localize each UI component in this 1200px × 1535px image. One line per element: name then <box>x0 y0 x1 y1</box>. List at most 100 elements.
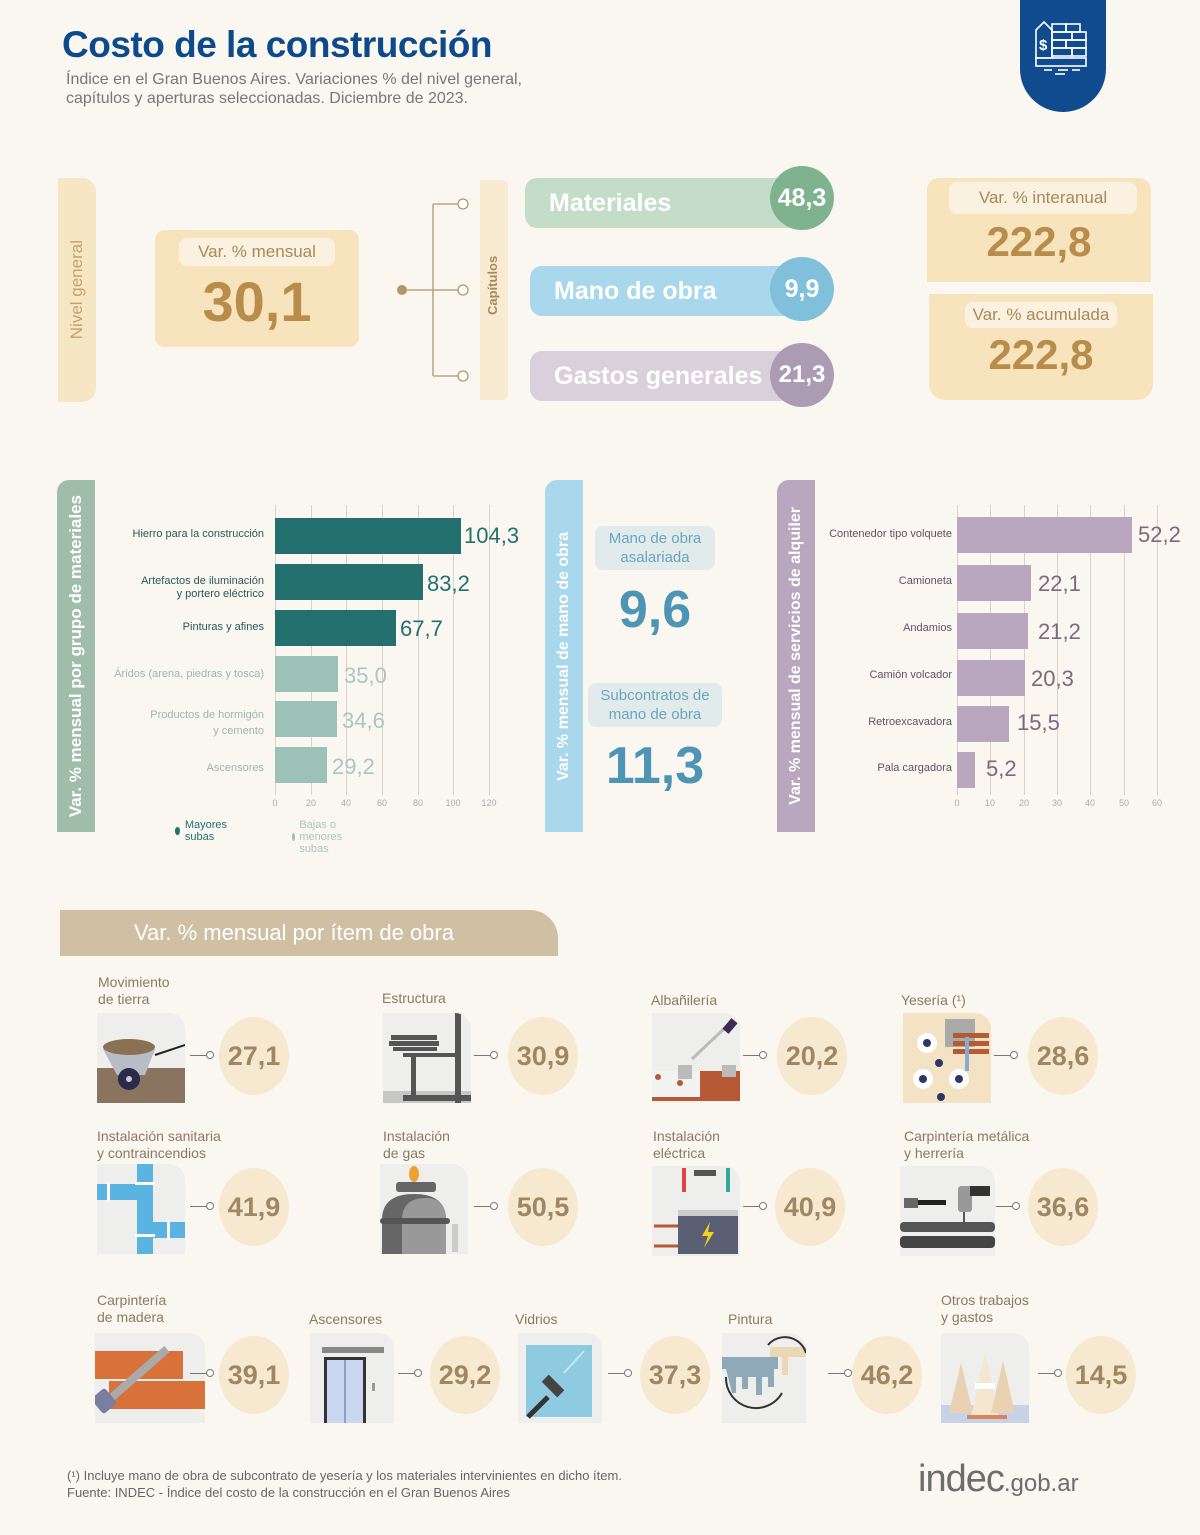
bar <box>275 656 338 692</box>
svg-text:$: $ <box>1039 37 1048 54</box>
item-name-line: de gas <box>383 1145 426 1161</box>
var-acumulada-value: 222,8 <box>988 331 1094 378</box>
connector-line <box>190 1055 208 1056</box>
hammer-drill-icon <box>900 1166 995 1256</box>
wheelbarrow-icon <box>97 1013 185 1103</box>
connector-dot <box>414 1369 422 1377</box>
x-tick: 20 <box>1018 798 1030 808</box>
bar-label: Camioneta <box>898 575 952 587</box>
connector-dot <box>1010 1051 1018 1059</box>
bar-label: Artefactos de iluminación y portero eléc… <box>100 575 264 601</box>
x-tick: 40 <box>340 798 352 808</box>
header-badge: $ <box>1020 0 1106 112</box>
item-name-line: Instalación <box>653 1128 720 1144</box>
page-subtitle: Índice en el Gran Buenos Aires. Variacio… <box>66 70 586 108</box>
bar <box>275 564 423 600</box>
item-name-line: y herrería <box>904 1145 964 1161</box>
bar-value: 20,3 <box>1031 666 1074 691</box>
bar <box>275 747 327 783</box>
connector-line <box>994 1055 1012 1056</box>
capitulo-value-circle: 21,3 <box>770 343 834 407</box>
indec-logo[interactable]: indec.gob.ar <box>918 1458 1079 1501</box>
var-interanual-value: 222,8 <box>986 218 1092 265</box>
var-mensual-label: Var. % mensual <box>179 238 335 266</box>
legend-dot-icon <box>292 833 296 841</box>
item-name: Carpintería de madera <box>97 1292 166 1326</box>
x-tick: 0 <box>272 798 278 808</box>
connector-dot <box>206 1051 214 1059</box>
bar-value: 35,0 <box>344 663 387 688</box>
x-tick: 30 <box>1051 798 1063 808</box>
capitulo-materiales: Materiales <box>525 178 815 228</box>
x-tick: 10 <box>984 798 996 808</box>
bar-value: 15,5 <box>1017 710 1060 735</box>
bar-label: Contenedor tipo volquete <box>829 528 952 540</box>
nivel-general-label: Nivel general <box>67 240 86 340</box>
item-value: 41,9 <box>219 1168 289 1246</box>
var-acumulada-label: Var. % acumulada <box>965 302 1117 328</box>
item-value: 28,6 <box>1028 1017 1098 1095</box>
bar <box>275 610 396 646</box>
bar-label-line: y portero eléctrico <box>176 588 264 600</box>
item-name-line: eléctrica <box>653 1145 706 1161</box>
materiales-chart-title: Var. % mensual por grupo de materiales <box>66 494 85 818</box>
paint-bucket-icon <box>722 1333 806 1423</box>
bar-value: 67,7 <box>400 616 443 641</box>
var-mensual-card: Var. % mensual 30,1 <box>155 230 359 347</box>
connector-dot <box>844 1369 852 1377</box>
mano-de-obra-title: Var. % mensual de mano de obra <box>555 531 572 781</box>
bar <box>275 701 337 737</box>
connector-line <box>1038 1373 1056 1374</box>
x-tick: 50 <box>1118 798 1130 808</box>
bar <box>957 565 1031 601</box>
bar-value: 21,2 <box>1038 619 1081 644</box>
connector-line <box>608 1373 626 1374</box>
x-tick: 80 <box>412 798 424 808</box>
connector-dot <box>759 1051 767 1059</box>
item-value: 36,6 <box>1028 1168 1098 1246</box>
item-name-line: Instalación sanitaria <box>97 1128 221 1144</box>
var-acumulada-card: Var. % acumulada 222,8 <box>929 294 1153 400</box>
legend-item-mayores: Mayores subas <box>175 819 230 843</box>
connector-dot <box>490 1202 498 1210</box>
x-tick: 40 <box>1084 798 1096 808</box>
item-name-line: Carpintería metálica <box>904 1128 1030 1144</box>
connector-line <box>743 1206 761 1207</box>
connector-dot <box>1012 1202 1020 1210</box>
capitulos-label: Capítulos <box>485 255 500 315</box>
window-squeegee-icon <box>518 1333 602 1423</box>
connector-line <box>743 1055 761 1056</box>
bar-label-line: Artefactos de iluminación <box>141 575 264 587</box>
bar-value: 52,2 <box>1138 522 1181 547</box>
item-value: 14,5 <box>1066 1336 1136 1414</box>
bar-label: Camión volcador <box>869 669 952 681</box>
bar-label: Ascensores <box>206 762 264 774</box>
item-value: 20,2 <box>777 1017 847 1095</box>
saw-wood-icon <box>95 1333 205 1423</box>
x-tick: 60 <box>1151 798 1163 808</box>
item-value: 30,9 <box>508 1017 578 1095</box>
capitulo-value-circle: 48,3 <box>770 166 834 230</box>
bar-value: 34,6 <box>342 708 385 733</box>
item-name-line: Instalación <box>383 1128 450 1144</box>
alquiler-chart-title: Var. % mensual de servicios de alquiler <box>787 507 804 805</box>
x-tick: 120 <box>481 798 497 808</box>
subtitle-line-1: Índice en el Gran Buenos Aires. Variacio… <box>66 71 522 88</box>
item-name: Yesería (¹) <box>901 992 966 1008</box>
connector-line <box>474 1055 492 1056</box>
item-name: Albañilería <box>651 992 718 1008</box>
connector-dot <box>759 1202 767 1210</box>
bar <box>957 706 1009 742</box>
bar-value: 5,2 <box>986 756 1017 781</box>
bar <box>957 517 1132 553</box>
x-tick: 60 <box>376 798 388 808</box>
bar-value: 104,3 <box>464 523 520 548</box>
alquiler-chart-tab: Var. % mensual de servicios de alquiler <box>777 480 815 832</box>
item-name: Movimiento de tierra <box>98 974 170 1008</box>
capitulo-label: Gastos generales <box>554 361 763 390</box>
item-name-line: de madera <box>97 1309 164 1325</box>
bar-label: Retroexcavadora <box>868 716 952 728</box>
item-name: Vidrios <box>515 1311 558 1327</box>
capitulos-tab <box>480 180 508 400</box>
traffic-cones-icon <box>941 1333 1029 1423</box>
